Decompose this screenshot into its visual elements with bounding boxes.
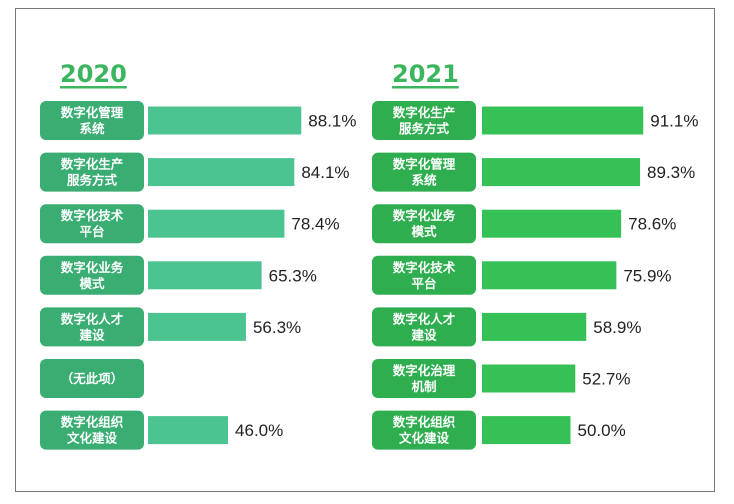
- category-label-box: [372, 359, 476, 398]
- bar: [482, 158, 641, 187]
- category-label-box: [40, 255, 144, 295]
- bar: [148, 209, 285, 238]
- bar: [482, 416, 571, 445]
- category-label: 数字化业务模式: [60, 260, 124, 291]
- category-label-box: [40, 152, 144, 192]
- bar: [148, 312, 246, 341]
- bar: [148, 158, 295, 187]
- category-label: 数字化技术平台: [392, 260, 456, 291]
- category-label-box: [40, 359, 144, 398]
- category-label-box: [372, 152, 476, 192]
- category-label-box: [372, 101, 476, 140]
- chart-title: 2020: [60, 60, 127, 88]
- data-label: 84.1%: [301, 163, 349, 182]
- category-label: 数字化业务模式: [392, 208, 456, 239]
- category-label-box: [372, 307, 476, 347]
- category-label-box: [40, 101, 144, 140]
- data-label: 88.1%: [308, 112, 356, 131]
- category-label: 数字化生产服务方式: [60, 157, 124, 188]
- data-label: 46.0%: [235, 421, 283, 440]
- data-label: 78.6%: [628, 215, 676, 234]
- data-label: 50.0%: [578, 421, 626, 440]
- data-label: 65.3%: [269, 266, 317, 285]
- chart-title-underline: [392, 86, 459, 89]
- chart-title-underline: [60, 86, 127, 89]
- bar: [482, 106, 644, 135]
- bar: [482, 364, 576, 393]
- data-label: 56.3%: [253, 318, 301, 337]
- category-label: （无此项）: [61, 371, 124, 386]
- data-label: 58.9%: [593, 318, 641, 337]
- category-label-box: [372, 410, 476, 450]
- data-label: 75.9%: [623, 266, 671, 285]
- bar: [148, 261, 262, 290]
- category-label: 数字化人才建设: [392, 311, 456, 342]
- bar: [482, 209, 622, 238]
- chart-panel-2021: 2021 数字化生产服务方式 91.1% 数字化管理系统 89.3% 数字化业务模式 78.…: [372, 60, 698, 450]
- category-label-box: [40, 410, 144, 450]
- category-label: 数字化组织文化建设: [392, 415, 456, 446]
- data-label: 78.4%: [291, 215, 339, 234]
- category-label: 数字化管理系统: [392, 157, 456, 188]
- chart-title: 2021: [392, 60, 459, 88]
- category-label: 数字化组织文化建设: [60, 415, 124, 446]
- category-label: 数字化技术平台: [60, 208, 124, 239]
- data-label: 91.1%: [650, 112, 698, 131]
- category-label: 数字化管理系统: [60, 105, 124, 136]
- bar: [148, 416, 229, 445]
- category-label: 数字化生产服务方式: [392, 105, 456, 136]
- category-label: 数字化治理机制: [392, 363, 456, 394]
- category-label-box: [40, 307, 144, 347]
- bar: [148, 106, 302, 135]
- chart-panel-2020: 2020 数字化管理系统 88.1% 数字化生产服务方式 84.1% 数字化技术平台 78.…: [40, 60, 356, 450]
- data-label: 52.7%: [582, 370, 630, 389]
- category-label: 数字化人才建设: [60, 311, 124, 342]
- category-label-box: [40, 204, 144, 244]
- category-label-box: [372, 204, 476, 244]
- data-label: 89.3%: [647, 163, 695, 182]
- bar: [482, 261, 617, 290]
- bar: [482, 312, 587, 341]
- category-label-box: [372, 255, 476, 295]
